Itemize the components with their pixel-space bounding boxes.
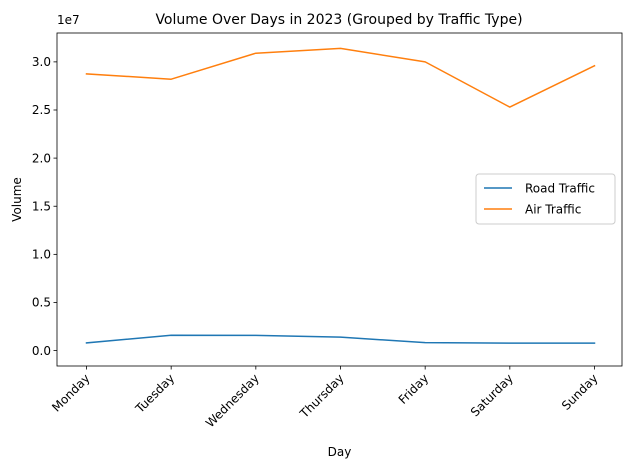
series-group [85,47,596,344]
legend-frame [475,173,616,225]
x-axis-label: Day [328,445,352,459]
x-tick-label: Thursday [297,371,347,421]
x-tick-label: Saturday [468,371,516,419]
chart-title: Volume Over Days in 2023 (Grouped by Tra… [155,12,522,28]
y-tick-label: 1.0 [32,248,51,262]
y-axis-label: Volume [10,177,24,222]
x-tick-label: Sunday [559,371,601,413]
x-tick-label: Monday [49,371,92,414]
y-tick-label: 0.0 [32,344,51,358]
x-axis: Monday Tuesday Wednesday Thursday Friday Satu… [49,366,601,430]
y-axis: 0.0 0.5 1.0 1.5 2.0 2.5 3.0 [32,55,57,358]
plot-area: 0.0 0.5 1.0 1.5 2.0 2.5 3.0 Monday Tuesday Wedne… [32,32,623,430]
legend-label: Road Traffic [525,181,595,195]
y-tick-label: 2.5 [32,103,51,117]
y-tick-label: 1.5 [32,199,51,213]
y-tick-label: 2.0 [32,151,51,165]
legend-label: Air Traffic [525,202,581,216]
legend: Road Traffic Air Traffic [475,173,616,225]
y-tick-label: 0.5 [32,296,51,310]
series-line-air-traffic [85,47,596,108]
x-tick-label: Tuesday [132,371,177,416]
series-line-road-traffic [85,334,596,344]
x-tick-label: Wednesday [203,371,262,430]
plot-frame [56,32,623,367]
y-tick-label: 3.0 [32,55,51,69]
x-tick-label: Friday [396,371,432,407]
y-offset-text: 1e7 [57,13,80,27]
